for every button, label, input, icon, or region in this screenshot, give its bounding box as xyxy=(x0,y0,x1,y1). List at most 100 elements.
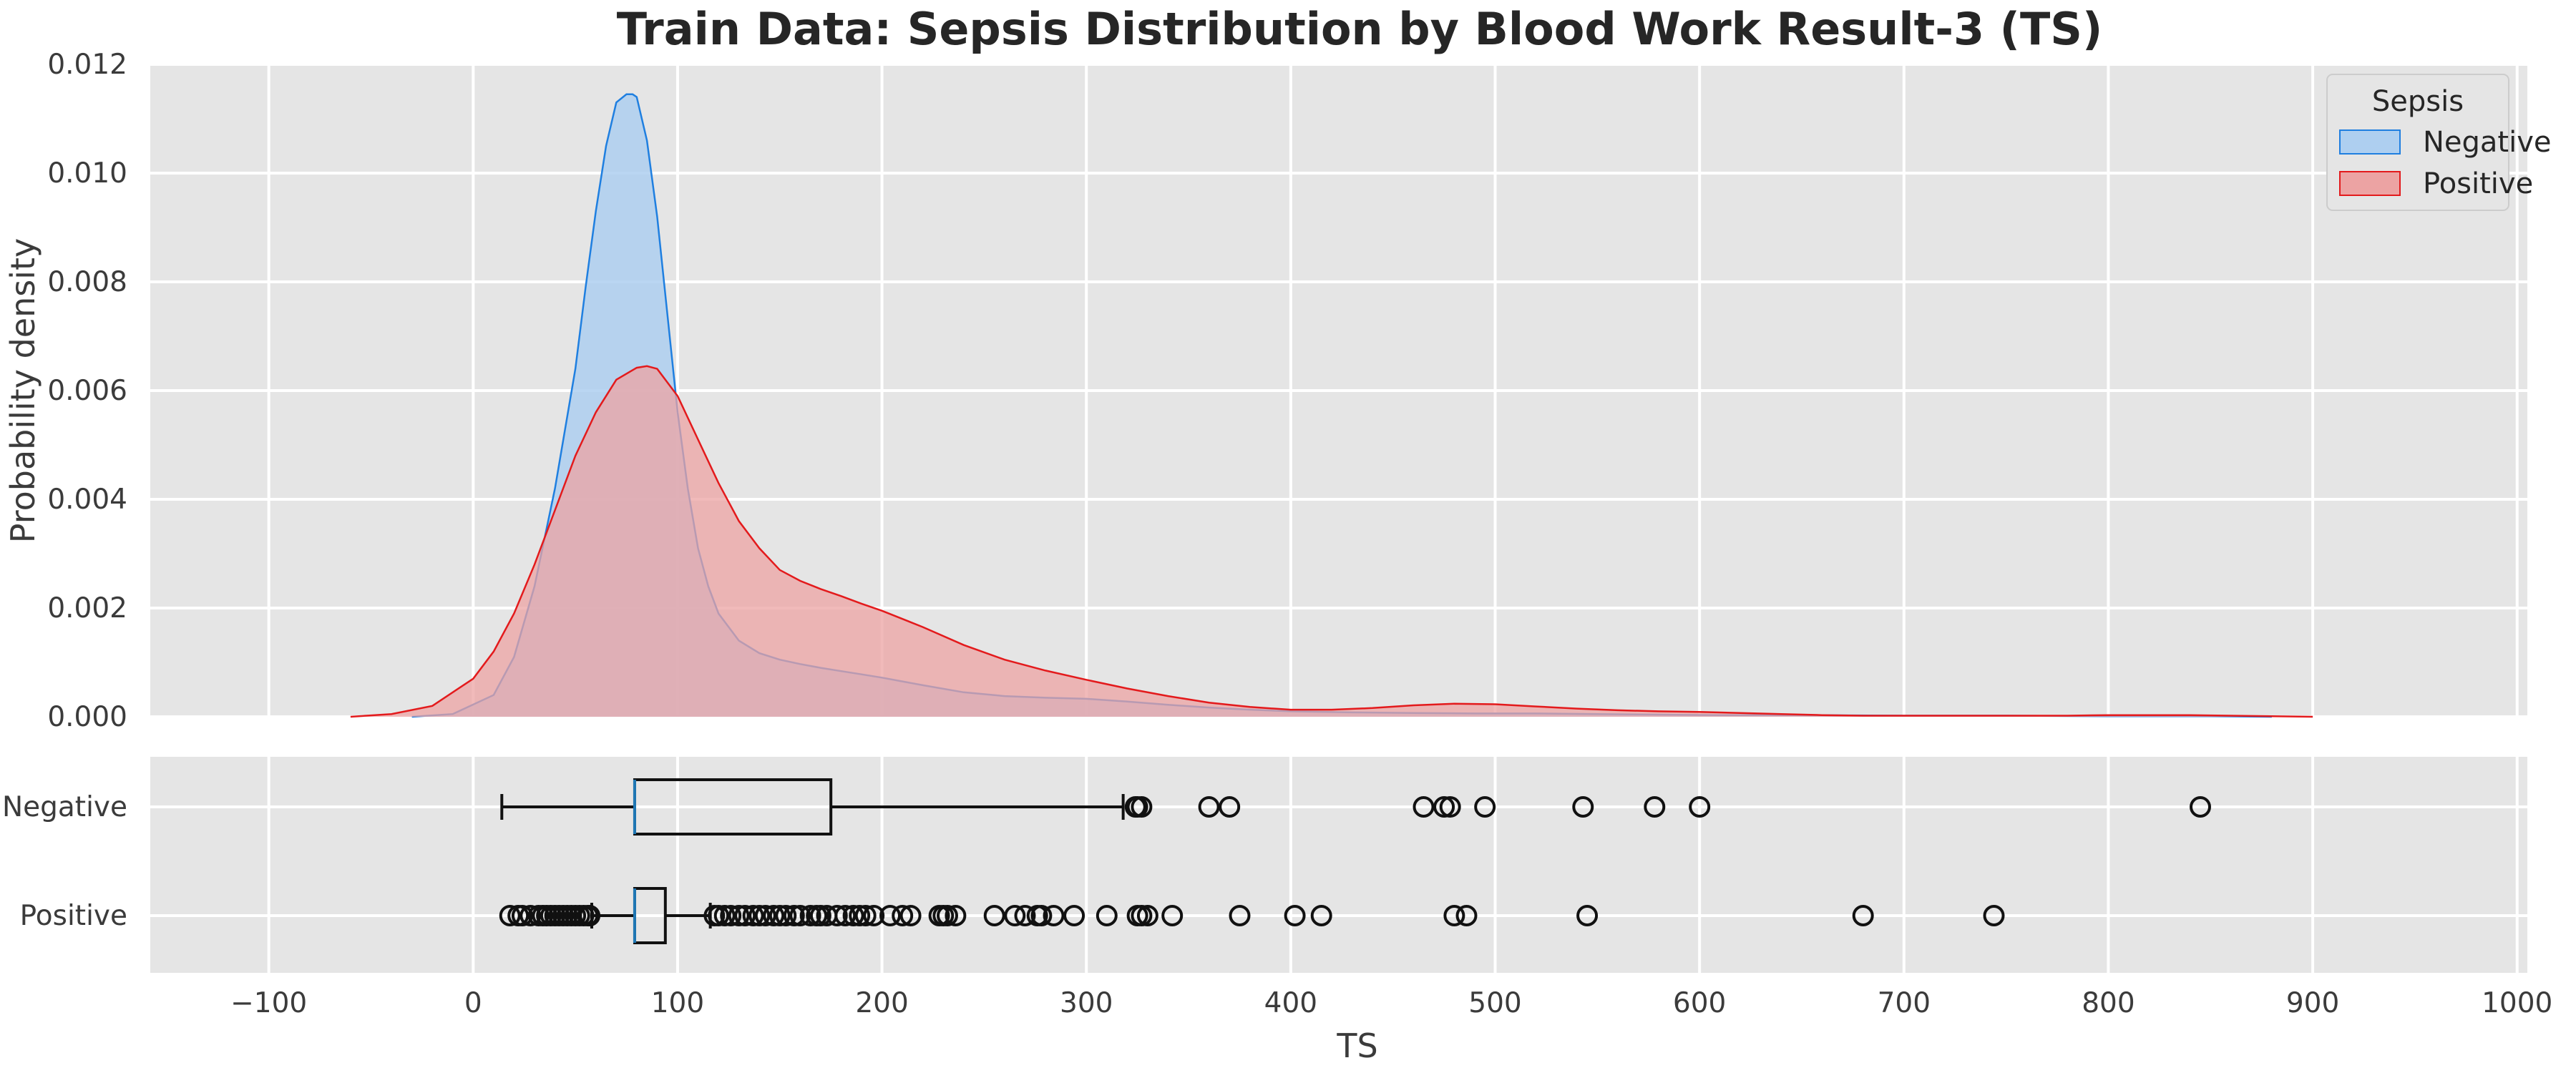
outlier-point xyxy=(945,905,967,926)
x-tick-label: 1000 xyxy=(2482,987,2552,1019)
density-tick-label: 0.010 xyxy=(47,157,127,190)
outlier-point xyxy=(734,905,756,926)
x-tick-label: −100 xyxy=(230,987,307,1019)
box-plot-positive xyxy=(499,887,2005,944)
x-tick-label: 700 xyxy=(1878,987,1931,1019)
legend-title: Sepsis xyxy=(2372,85,2464,118)
outlier-point xyxy=(1063,905,1085,926)
outlier-point xyxy=(1284,905,1306,926)
outlier-point xyxy=(519,905,542,926)
outlier-point xyxy=(842,905,864,926)
outlier-point xyxy=(1433,796,1455,818)
outlier-point xyxy=(748,905,771,926)
outlier-point xyxy=(1474,796,1496,818)
outlier-point xyxy=(1131,905,1153,926)
x-tick-label: 900 xyxy=(2286,987,2339,1019)
outlier-point xyxy=(1576,905,1599,926)
density-axis-ticks: 0.000 0.002 0.004 0.006 0.008 0.010 0.012 xyxy=(47,49,127,733)
x-axis-ticks: −100 0 100 200 300 400 500 600 700 800 900 1000 xyxy=(230,987,2552,1019)
outlier-point xyxy=(720,905,742,926)
box-plots xyxy=(499,778,2211,944)
category-tick-label: Positive xyxy=(20,900,127,932)
density-tick-label: 0.004 xyxy=(47,484,127,516)
outlier-point xyxy=(1644,796,1666,818)
outlier-point xyxy=(892,905,914,926)
x-tick-label: 800 xyxy=(2082,987,2135,1019)
legend-label-positive: Positive xyxy=(2423,167,2533,200)
outlier-point xyxy=(1455,905,1478,926)
outlier-point xyxy=(708,905,730,926)
outlier-point xyxy=(1096,905,1118,926)
density-tick-label: 0.006 xyxy=(47,375,127,407)
grid-lines xyxy=(150,63,2527,973)
outlier-point xyxy=(763,905,785,926)
outlier-point xyxy=(769,905,791,926)
outlier-point xyxy=(579,905,601,926)
density-tick-label: 0.000 xyxy=(47,701,127,733)
outlier-point xyxy=(854,905,877,926)
legend-swatch-negative xyxy=(2339,129,2401,155)
box-panel-background xyxy=(150,757,2527,973)
x-tick-label: 600 xyxy=(1673,987,1726,1019)
outlier-point xyxy=(1443,905,1465,926)
outlier-point xyxy=(1219,796,1241,818)
kde-line-positive xyxy=(350,365,2313,718)
outlier-point xyxy=(789,905,811,926)
density-tick-label: 0.012 xyxy=(47,49,127,81)
legend-label-negative: Negative xyxy=(2423,126,2552,159)
outlier-point xyxy=(754,905,776,926)
outlier-point xyxy=(775,905,797,926)
outlier-point xyxy=(1413,796,1435,818)
outlier-point xyxy=(1030,905,1053,926)
x-tick-label: 0 xyxy=(464,987,482,1019)
x-axis-label: TS xyxy=(1336,1027,1377,1065)
kde-area-positive xyxy=(350,366,2313,717)
chart-title: Train Data: Sepsis Distribution by Blood… xyxy=(617,3,2103,55)
outlier-point xyxy=(809,905,831,926)
x-tick-label: 500 xyxy=(1468,987,1521,1019)
outlier-point xyxy=(879,905,901,926)
outlier-point xyxy=(1198,796,1220,818)
outlier-point xyxy=(1136,905,1158,926)
x-tick-label: 100 xyxy=(651,987,704,1019)
outlier-point xyxy=(1004,905,1026,926)
outlier-point xyxy=(1852,905,1874,926)
outlier-point xyxy=(1014,905,1036,926)
outlier-point xyxy=(713,905,736,926)
x-tick-label: 400 xyxy=(1264,987,1317,1019)
density-tick-label: 0.008 xyxy=(47,266,127,298)
outlier-point xyxy=(937,905,958,926)
outlier-point xyxy=(899,905,922,926)
outlier-point xyxy=(983,905,1005,926)
legend-swatch-positive xyxy=(2339,171,2401,196)
outlier-point xyxy=(826,905,848,926)
density-tick-label: 0.002 xyxy=(47,592,127,624)
outlier-point xyxy=(1310,905,1332,926)
outlier-point xyxy=(1229,905,1251,926)
outlier-point xyxy=(1161,905,1184,926)
outlier-point xyxy=(1689,796,1711,818)
kde-curves xyxy=(350,93,2313,718)
legend: Sepsis Negative Positive xyxy=(2326,74,2552,211)
category-axis-ticks: Negative Positive xyxy=(2,791,127,932)
outlier-point xyxy=(499,905,521,926)
outlier-point xyxy=(1983,905,2005,926)
outlier-point xyxy=(783,905,805,926)
outlier-point xyxy=(863,905,885,926)
outlier-point xyxy=(1439,796,1461,818)
y-axis-label: Probability density xyxy=(4,238,42,543)
outlier-point xyxy=(849,905,871,926)
outlier-point xyxy=(799,905,821,926)
category-tick-label: Negative xyxy=(2,791,127,823)
outlier-point xyxy=(728,905,750,926)
outlier-point xyxy=(834,905,857,926)
outlier-point xyxy=(1572,796,1594,818)
box-plot-negative xyxy=(500,778,2211,836)
outlier-point xyxy=(1131,796,1153,818)
outlier-point xyxy=(511,905,533,926)
outlier-point xyxy=(2190,796,2211,818)
outlier-point xyxy=(1043,905,1065,926)
x-tick-label: 300 xyxy=(1060,987,1113,1019)
outlier-point xyxy=(742,905,764,926)
